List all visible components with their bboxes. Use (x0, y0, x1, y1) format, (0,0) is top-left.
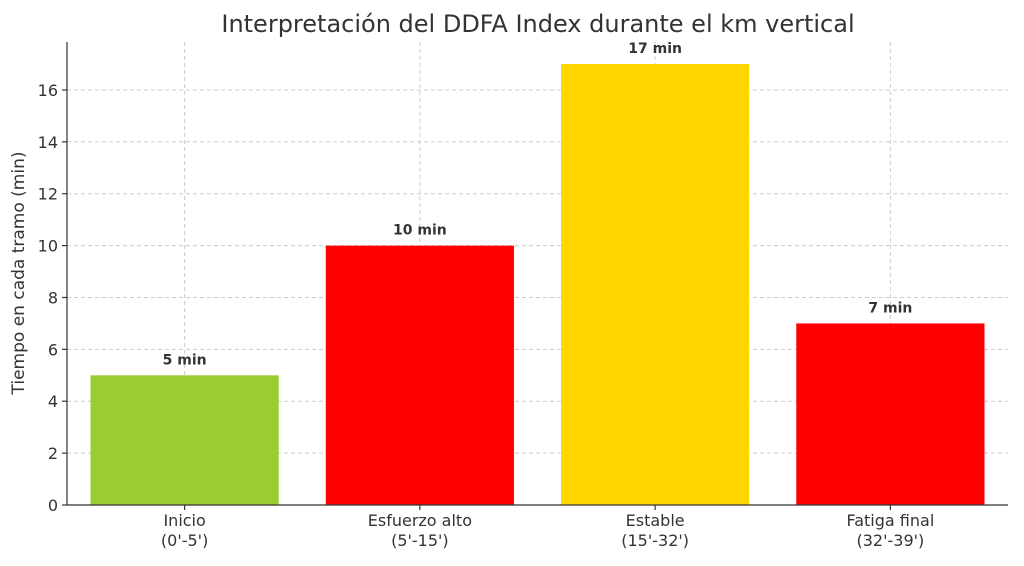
y-tick-label: 6 (48, 340, 58, 359)
data-label: 17 min (628, 41, 682, 57)
data-label: 7 min (868, 300, 912, 316)
x-tick-label: Fatiga final (846, 511, 934, 530)
labels: 0 2 4 6 8 10 12 14 16 5 min Inicio(0'-5') 10 min Esf… (38, 41, 935, 550)
y-tick-label: 14 (38, 133, 58, 152)
y-tick-label: 4 (48, 392, 58, 411)
x-tick-label: (0'-5') (161, 531, 208, 550)
x-tick-label: (15'-32') (621, 531, 689, 550)
y-tick-label: 12 (38, 185, 58, 204)
y-tick-label: 0 (48, 496, 58, 515)
x-tick-label: (5'-15') (391, 531, 449, 550)
bar (90, 375, 279, 505)
bars (90, 64, 985, 506)
data-label: 10 min (393, 223, 447, 239)
y-tick-label: 8 (48, 288, 58, 307)
x-tick-label: Inicio (163, 511, 205, 530)
x-tick-label: Esfuerzo alto (368, 511, 472, 530)
y-tick-label: 2 (48, 444, 58, 463)
chart-title: Interpretación del DDFA Index durante el… (221, 10, 854, 38)
y-axis-label: Tiempo en cada tramo (min) (9, 152, 29, 396)
bar (325, 245, 514, 505)
data-label: 5 min (163, 352, 207, 368)
bar (796, 323, 985, 505)
bar (561, 64, 750, 506)
axes (62, 42, 1008, 510)
x-tick-label: (32'-39') (856, 531, 924, 550)
x-tick-label: Estable (626, 511, 685, 530)
y-tick-label: 16 (38, 81, 58, 100)
y-tick-label: 10 (38, 237, 58, 256)
